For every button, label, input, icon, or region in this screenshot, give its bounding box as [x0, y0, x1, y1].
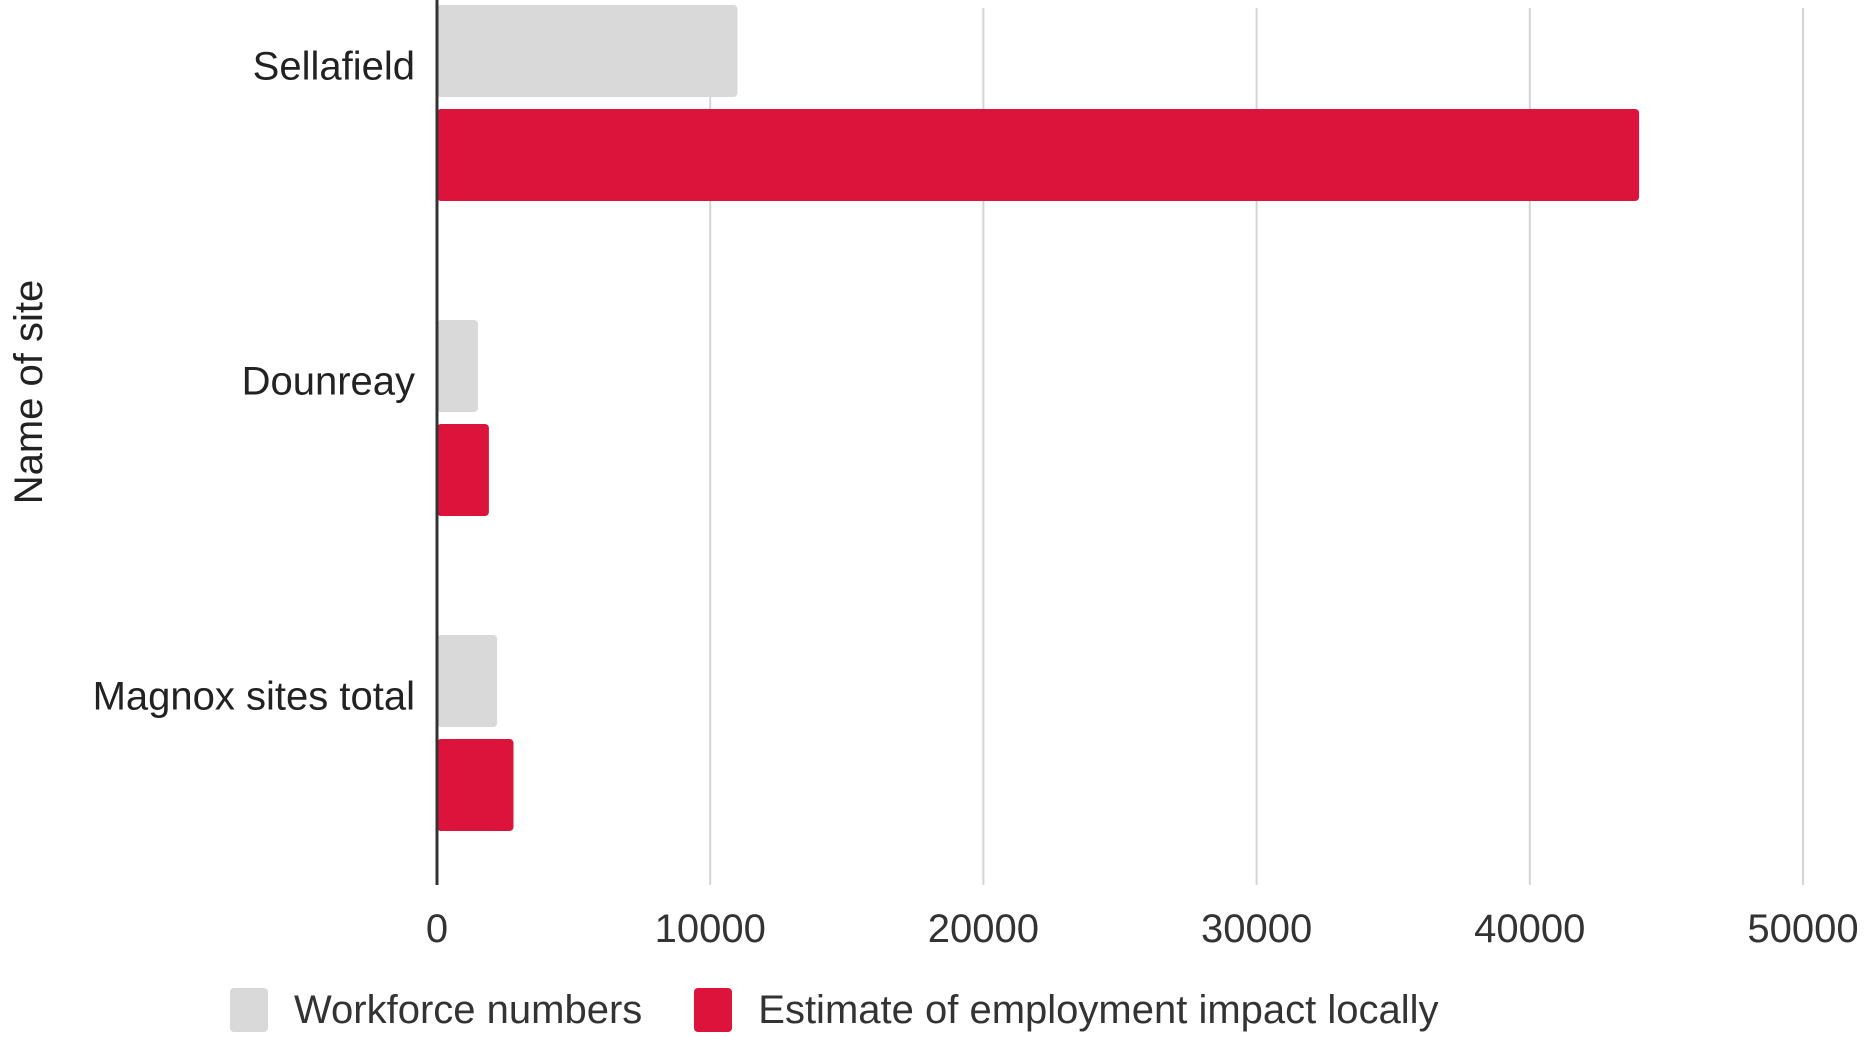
category-label-magnox-sites-total: Magnox sites total	[93, 675, 415, 719]
category-label-sellafield: Sellafield	[253, 45, 415, 89]
x-tick-label-30000: 30000	[1201, 907, 1312, 951]
x-tick-label-20000: 20000	[928, 907, 1039, 951]
x-tick-label-40000: 40000	[1474, 907, 1585, 951]
bars	[437, 5, 1640, 831]
x-tick-label-0: 0	[426, 907, 448, 951]
legend: Workforce numbers Estimate of employment…	[230, 985, 1491, 1035]
legend-swatch-employment-impact	[694, 988, 733, 1032]
x-tick-labels: 0 10000 20000 30000 40000 50000	[426, 907, 1859, 951]
legend-label-employment-impact: Estimate of employment impact locally	[758, 987, 1439, 1032]
x-tick-label-10000: 10000	[655, 907, 766, 951]
legend-item-workforce: Workforce numbers	[230, 988, 642, 1033]
category-labels: Sellafield Dounreay Magnox sites total	[93, 45, 415, 719]
legend-item-employment-impact: Estimate of employment impact locally	[694, 987, 1439, 1033]
bar-sellafield-estimate-of-employment-impact-locally	[437, 109, 1640, 201]
legend-label-workforce: Workforce numbers	[294, 987, 643, 1032]
bar-sellafield-workforce-numbers	[437, 5, 738, 97]
bar-dounreay-workforce-numbers	[437, 320, 478, 412]
bar-chart: 0 10000 20000 30000 40000 50000 Sellafield Dou…	[7, 0, 1859, 951]
bar-magnox-sites-total-workforce-numbers	[437, 635, 498, 727]
category-label-dounreay: Dounreay	[242, 360, 415, 404]
y-axis-title: Name of site	[7, 280, 51, 505]
x-tick-label-50000: 50000	[1747, 907, 1858, 951]
legend-swatch-workforce	[230, 988, 268, 1032]
bar-magnox-sites-total-estimate-of-employment-impact-locally	[437, 739, 514, 831]
bar-dounreay-estimate-of-employment-impact-locally	[437, 424, 489, 516]
